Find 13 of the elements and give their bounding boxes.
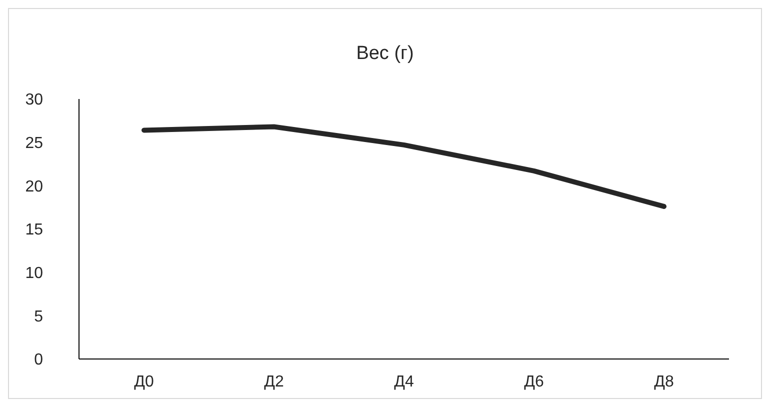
y-tick-label: 20 <box>25 178 44 196</box>
x-tick-label: Д6 <box>524 373 544 390</box>
x-tick-label: Д0 <box>134 373 154 390</box>
y-tick-label: 0 <box>34 352 44 369</box>
y-tick-label: 25 <box>25 135 44 152</box>
y-tick-label: 30 <box>25 92 44 109</box>
x-tick-label: Д8 <box>654 373 674 390</box>
chart-title: Вес (г) <box>355 43 415 65</box>
y-tick-label: 5 <box>34 308 44 326</box>
y-tick-label: 10 <box>25 265 44 282</box>
x-tick-label: Д2 <box>264 373 284 390</box>
y-tick-label: 15 <box>25 222 44 239</box>
x-tick-label: Д4 <box>394 373 414 390</box>
